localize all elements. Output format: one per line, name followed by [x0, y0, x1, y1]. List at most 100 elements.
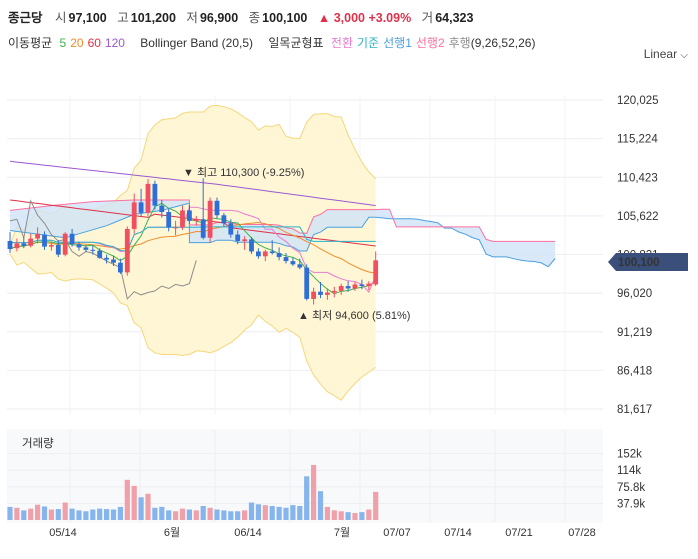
candle: [21, 236, 27, 249]
candle-body: [187, 210, 192, 221]
candle: [83, 245, 89, 253]
base-legend[interactable]: 기준: [357, 36, 380, 50]
candle: [338, 283, 344, 295]
ma120-line: [9, 160, 376, 207]
candle-body: [235, 234, 241, 241]
span2-legend[interactable]: 선행2: [415, 36, 445, 50]
candle: [152, 180, 158, 210]
ma60-legend[interactable]: 60: [87, 36, 101, 50]
candle: [28, 233, 34, 248]
quote-header: 종근당 시 97,100 고 101,200 저 96,900 종 100,100 ▲ …: [8, 7, 480, 26]
lagging-legend[interactable]: 후행: [448, 36, 471, 50]
candle-body: [7, 240, 13, 250]
candle: [276, 247, 282, 261]
candle: [193, 216, 199, 226]
high-value: 101,200: [130, 11, 176, 25]
candle: [290, 257, 296, 266]
volume-bar: [117, 506, 123, 520]
volume-tick-label: 75.8k: [617, 482, 645, 494]
current-price-value: 100,100: [618, 257, 660, 269]
ma120-legend[interactable]: 120: [104, 36, 125, 50]
volume-bar: [97, 508, 103, 520]
volume-bar: [21, 510, 27, 520]
volume-bar: [104, 509, 110, 520]
candle-body: [200, 219, 206, 238]
candle: [228, 219, 234, 238]
candle-body: [338, 286, 344, 291]
volume-bar: [214, 509, 220, 520]
ichimoku-legend[interactable]: 일목균형표: [268, 36, 324, 50]
candle-body: [21, 243, 27, 246]
candle: [180, 205, 185, 230]
candle-body: [359, 284, 365, 287]
candle-body: [269, 251, 275, 254]
volume-bar: [41, 506, 48, 520]
volume-bar: [173, 511, 179, 520]
candle-body: [180, 210, 185, 228]
candle: [262, 249, 268, 262]
volume-bars: [7, 464, 379, 520]
candle-body: [90, 249, 96, 251]
candle: [242, 236, 247, 250]
price-tick-label: 96,020: [617, 288, 652, 300]
candle-body: [83, 247, 89, 250]
volume-bar: [366, 509, 372, 520]
ma60-line: [9, 199, 376, 247]
volume-bar: [166, 510, 172, 520]
volume-bar: [90, 509, 96, 520]
candle-body: [345, 286, 351, 289]
candle: [62, 232, 68, 257]
candle-body: [35, 233, 40, 239]
volume-bar: [352, 513, 358, 520]
price-tick-label: 81,617: [617, 404, 652, 416]
span1-legend[interactable]: 선행1: [383, 36, 412, 50]
candle: [325, 288, 330, 300]
volume-panel: 거래량 152k 114k 75.8k 37.9k: [7, 429, 645, 523]
price-tick-label: 115,224: [617, 134, 658, 146]
candle: [42, 231, 47, 250]
open-value: 97,100: [68, 11, 107, 25]
candle-body: [318, 291, 323, 295]
volume-bar: [324, 506, 330, 520]
candle: [304, 264, 310, 301]
current-price-tag: 100,100: [608, 253, 688, 271]
volume-bar: [110, 509, 117, 520]
candle-body: [325, 292, 330, 295]
candle-body: [311, 291, 316, 299]
candle-body: [256, 251, 261, 257]
candle-body: [207, 200, 213, 238]
candle-body: [352, 284, 358, 289]
ichimoku-params: (9,26,52,26): [470, 36, 536, 50]
candle-body: [297, 264, 303, 268]
volume-panel-label: 거래량: [22, 437, 54, 450]
scale-mode-select[interactable]: Linear ⌵: [644, 47, 688, 61]
candle-body: [304, 267, 310, 299]
min-price-annotation: ▲ 최저 94,600 (5.81%): [298, 309, 410, 322]
candle: [366, 281, 372, 291]
candle-body: [124, 228, 130, 273]
candle-body: [118, 262, 123, 273]
close-label: 종: [248, 11, 261, 25]
date-tick-label: 06/14: [234, 527, 262, 539]
candle: [214, 197, 220, 219]
candle: [173, 220, 178, 236]
ma20-legend[interactable]: 20: [70, 36, 84, 50]
bollinger-legend[interactable]: Bollinger Band (20,5): [140, 36, 254, 50]
volume-bar: [62, 502, 68, 520]
date-tick-label: 6월: [164, 526, 180, 539]
volume-bar: [228, 511, 234, 520]
conversion-legend[interactable]: 전환: [330, 36, 354, 50]
candle: [200, 178, 206, 240]
candle-body: [49, 245, 54, 247]
cloud-fill: [10, 200, 556, 267]
date-tick-label: 07/14: [444, 527, 472, 539]
ma5-legend[interactable]: 5: [59, 36, 67, 50]
candle: [76, 241, 82, 251]
candle: [249, 236, 254, 254]
ma-legend-label[interactable]: 이동평균: [8, 36, 53, 50]
volume-bar: [290, 505, 296, 520]
candle-body: [166, 212, 172, 228]
candle-body: [214, 200, 220, 216]
candle-body: [69, 233, 75, 245]
